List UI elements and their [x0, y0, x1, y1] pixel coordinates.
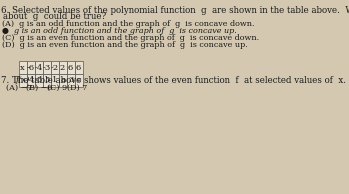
Text: (D)  g is an even function and the graph of  g  is concave up.: (D) g is an even function and the graph …: [2, 41, 248, 49]
Bar: [18, 74, 27, 87]
Text: a: a: [60, 76, 65, 85]
Bar: [75, 61, 83, 74]
Text: -5: -5: [35, 76, 43, 85]
Text: 5: 5: [44, 76, 49, 85]
Text: 6: 6: [68, 63, 73, 72]
Bar: [59, 74, 67, 87]
Text: ●  g is an odd function and the graph of  g  is concave up.: ● g is an odd function and the graph of …: [2, 27, 237, 35]
Bar: [35, 61, 43, 74]
Bar: [59, 61, 67, 74]
Bar: [51, 74, 59, 87]
Bar: [18, 61, 27, 74]
Text: (C) 9: (C) 9: [47, 84, 67, 92]
Text: -4: -4: [35, 63, 43, 72]
Text: -2: -2: [51, 63, 59, 72]
Text: 7. The table above shows values of the even function  f  at selected values of  : 7. The table above shows values of the e…: [1, 76, 349, 85]
Text: 6. Selected values of the polynomial function  g  are shown in the table above. : 6. Selected values of the polynomial fun…: [1, 6, 349, 15]
Text: (C)  g is an even function and the graph of  g  is concave down.: (C) g is an even function and the graph …: [2, 34, 259, 42]
Text: (D) 7: (D) 7: [67, 84, 88, 92]
Text: c: c: [76, 76, 81, 85]
Text: 3: 3: [68, 76, 73, 85]
Text: 6: 6: [76, 63, 81, 72]
Bar: [27, 61, 35, 74]
Bar: [35, 74, 43, 87]
Text: (B) −6: (B) −6: [26, 84, 53, 92]
Text: (A) −7: (A) −7: [6, 84, 32, 92]
Text: x: x: [20, 63, 25, 72]
Bar: [27, 74, 35, 87]
Text: -6: -6: [27, 63, 35, 72]
Bar: [43, 61, 51, 74]
Bar: [43, 74, 51, 87]
Text: -3: -3: [43, 63, 51, 72]
Text: 2: 2: [60, 63, 65, 72]
Text: -4: -4: [27, 76, 35, 85]
Text: f(x): f(x): [15, 76, 30, 85]
Bar: [51, 61, 59, 74]
Bar: [67, 61, 75, 74]
Bar: [67, 74, 75, 87]
Bar: [75, 74, 83, 87]
Text: (A)  g is an odd function and the graph of  g  is concave down.: (A) g is an odd function and the graph o…: [2, 20, 255, 28]
Text: about  g  could be true?: about g could be true?: [3, 12, 107, 21]
Text: 1: 1: [52, 76, 57, 85]
